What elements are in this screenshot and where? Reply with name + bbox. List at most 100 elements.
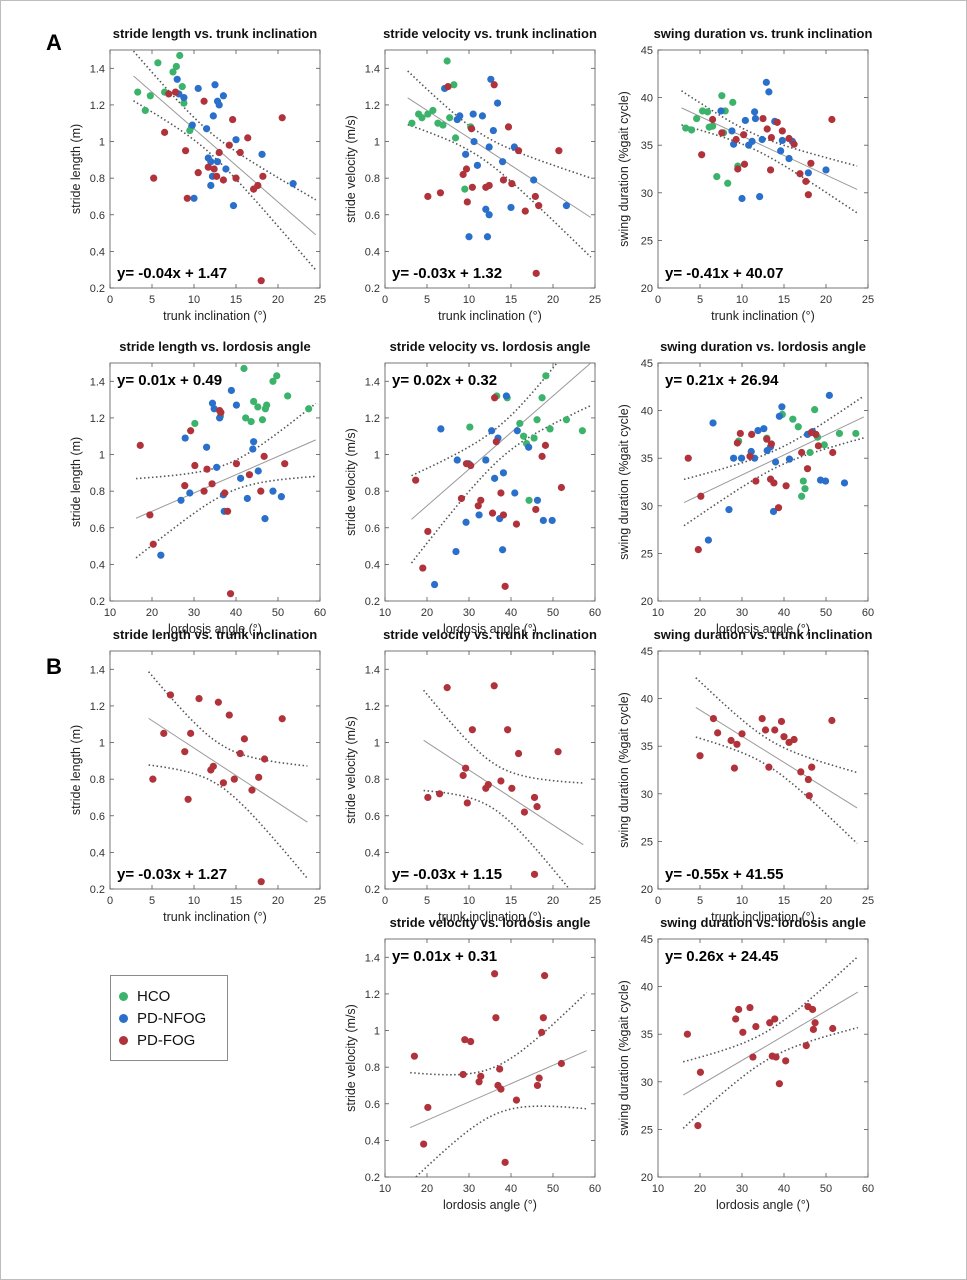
y-tick-label: 0.6 [365, 523, 380, 535]
x-tick-label: 25 [314, 895, 326, 907]
x-tick-label: 20 [820, 294, 832, 306]
data-point-pd-fog [814, 442, 823, 450]
data-point-pd-fog [467, 461, 475, 470]
data-point-pd-fog [771, 726, 779, 734]
regression-line [423, 739, 584, 846]
y-tick-label: 0.4 [365, 847, 380, 859]
y-tick-label: 0.4 [90, 847, 105, 859]
data-point-pd-fog [424, 1103, 432, 1112]
data-point-pd-fog [718, 129, 726, 137]
regression-equation: y= -0.55x + 41.55 [665, 866, 783, 883]
data-point-hco [789, 415, 797, 423]
x-tick-label: 0 [382, 294, 388, 306]
x-tick-label: 15 [778, 895, 790, 907]
plot-frame [384, 49, 596, 289]
data-point-hco [439, 121, 447, 129]
data-point-hco [269, 377, 277, 385]
data-point-pd-fog [278, 114, 286, 122]
data-point-pd-fog [765, 763, 773, 771]
regression-line [695, 706, 858, 809]
regression-equation: y= 0.01x + 0.49 [117, 372, 222, 389]
x-tick-label: 15 [505, 294, 517, 306]
data-point-pd-nfog [237, 474, 245, 482]
chart-title: stride velocity vs. trunk inclination [383, 627, 597, 642]
data-point-pd-fog [225, 141, 233, 149]
plot-frame [657, 938, 869, 1178]
data-point-pd-fog [149, 540, 157, 548]
data-point-pd-nfog [502, 392, 510, 400]
x-tick-label: 40 [505, 1183, 517, 1195]
data-point-hco [729, 98, 737, 106]
data-point-pd-fog [766, 166, 775, 174]
x-tick-label: 10 [188, 895, 200, 907]
regression-equation: y= -0.03x + 1.32 [392, 265, 502, 282]
data-point-pd-nfog [489, 126, 497, 135]
data-point-hco [172, 62, 180, 71]
data-point-pd-fog [530, 793, 539, 802]
data-point-hco [258, 416, 267, 424]
x-tick-label: 25 [862, 294, 874, 306]
x-tick-label: 10 [379, 607, 391, 619]
y-tick-label: 30 [641, 789, 653, 801]
data-point-hco [525, 496, 533, 504]
data-point-hco [284, 392, 292, 400]
y-tick-label: 35 [641, 741, 653, 753]
data-point-pd-fog [557, 1059, 566, 1068]
data-point-pd-fog [213, 172, 221, 180]
y-tick-label: 0.4 [365, 1135, 380, 1147]
data-point-hco [693, 114, 701, 123]
data-point-pd-fog [740, 160, 749, 168]
data-point-pd-fog [160, 729, 168, 737]
y-axis-label: swing duration (%gait cycle) [617, 404, 631, 560]
data-point-pd-fog [733, 740, 741, 748]
data-point-pd-fog [226, 590, 235, 598]
data-point-pd-fog [709, 115, 717, 124]
y-tick-label: 45 [641, 45, 653, 57]
data-point-pd-fog [531, 192, 539, 201]
confidence-band-lower [148, 764, 309, 879]
legend-item-hco: HCO [119, 985, 170, 1007]
data-point-pd-fog [467, 125, 476, 133]
plot-area [410, 970, 588, 1177]
data-point-pd-fog [499, 176, 508, 184]
data-point-hco [418, 114, 426, 122]
data-point-pd-fog [763, 435, 771, 443]
data-point-pd-nfog [186, 489, 194, 497]
data-point-pd-nfog [254, 467, 262, 475]
data-point-hco [273, 372, 281, 380]
y-tick-label: 1 [374, 137, 380, 149]
data-point-pd-fog [538, 452, 546, 460]
y-tick-label: 1 [374, 450, 380, 462]
chart-title: swing duration vs. lordosis angle [660, 915, 866, 930]
data-point-pd-nfog [250, 438, 258, 446]
data-point-pd-fog [260, 755, 269, 763]
data-point-hco [799, 477, 807, 485]
y-tick-label: 1.2 [365, 100, 380, 112]
data-point-pd-fog [236, 148, 244, 157]
data-point-pd-fog [240, 735, 248, 743]
data-point-hco [446, 114, 454, 122]
y-tick-label: 20 [641, 1172, 653, 1184]
plot-area [695, 677, 858, 844]
chart-3: swing duration vs. trunk inclination 0 5 10… [617, 26, 874, 323]
data-point-hco [852, 429, 860, 438]
plot-area [147, 671, 309, 886]
data-point-hco [516, 419, 524, 428]
data-point-pd-fog [766, 1019, 774, 1027]
data-point-pd-fog [219, 176, 227, 184]
data-point-pd-nfog [181, 434, 189, 442]
data-point-hco [240, 364, 248, 373]
y-tick-label: 1.2 [90, 413, 105, 425]
y-tick-label: 1 [99, 450, 105, 462]
data-point-pd-nfog [194, 84, 202, 93]
data-point-pd-nfog [762, 78, 770, 86]
data-point-pd-fog [514, 749, 523, 758]
data-point-pd-fog [424, 527, 432, 536]
data-point-pd-fog [477, 1072, 485, 1080]
y-tick-label: 0.2 [365, 596, 380, 608]
data-point-pd-fog [521, 207, 529, 215]
regression-equation: y= -0.03x + 1.27 [117, 866, 227, 883]
data-point-pd-nfog [709, 419, 717, 427]
x-axis-label: trunk inclination (°) [438, 309, 542, 323]
x-tick-label: 30 [736, 1183, 748, 1195]
